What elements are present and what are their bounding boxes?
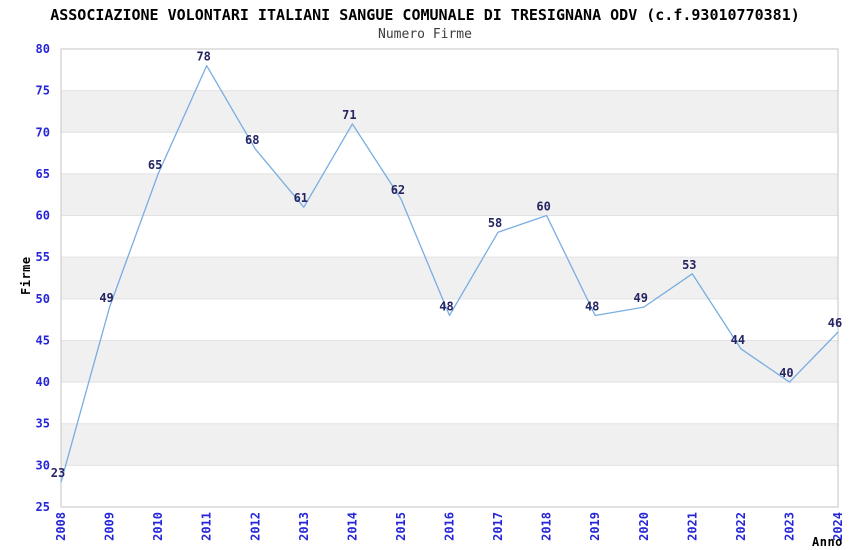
chart-title: ASSOCIAZIONE VOLONTARI ITALIANI SANGUE C… [50, 6, 800, 24]
grid-band [61, 257, 838, 299]
x-tick-label: 2017 [491, 512, 505, 541]
chart-subtitle: Numero Firme [378, 27, 472, 42]
point-label: 49 [99, 291, 113, 305]
grid-band [61, 90, 838, 133]
data-line [60, 65, 839, 483]
x-tick-label: 2016 [443, 512, 457, 541]
point-label: 48 [439, 299, 453, 313]
x-tick-label: 2022 [734, 512, 748, 541]
point-label: 65 [148, 158, 162, 172]
y-tick-label: 25 [36, 500, 50, 514]
point-label: 48 [585, 299, 599, 313]
x-tick-label: 2013 [297, 512, 311, 541]
point-label: 61 [294, 191, 308, 205]
point-label: 60 [536, 200, 550, 214]
y-tick-label: 50 [36, 292, 50, 306]
plot-border [60, 48, 839, 508]
y-axis-title: Firme [19, 256, 33, 295]
x-tick-label: 2015 [394, 512, 408, 541]
grid-band [61, 423, 838, 466]
y-tick-label: 75 [36, 84, 50, 98]
y-tick-label: 45 [36, 333, 50, 347]
point-label: 58 [488, 216, 502, 230]
x-tick-label: 2012 [248, 512, 262, 541]
x-tick-label: 2009 [103, 512, 117, 541]
point-label: 71 [342, 108, 356, 122]
point-label: 68 [245, 133, 259, 147]
x-tick-label: 2008 [54, 512, 68, 541]
y-tick-label: 35 [36, 417, 50, 431]
x-tick-label: 2023 [782, 512, 796, 541]
y-tick-label: 65 [36, 167, 50, 181]
x-tick-label: 2018 [540, 512, 554, 541]
point-label: 44 [731, 333, 745, 347]
x-tick-label: 2020 [637, 512, 651, 541]
point-label: 49 [634, 291, 648, 305]
y-tick-label: 60 [36, 209, 50, 223]
y-tick-label: 80 [36, 42, 50, 56]
x-tick-label: 2019 [588, 512, 602, 541]
x-tick-label: 2010 [151, 512, 165, 541]
x-tick-label: 2011 [200, 512, 214, 541]
point-label: 46 [828, 316, 842, 330]
x-tick-label: 2024 [831, 512, 845, 541]
point-label: 23 [51, 466, 65, 480]
x-axis-title: Anno [812, 535, 843, 549]
y-tick-label: 30 [36, 458, 50, 472]
y-tick-label: 70 [36, 125, 50, 139]
point-label: 40 [779, 366, 793, 380]
point-label: 53 [682, 258, 696, 272]
y-tick-label: 55 [36, 250, 50, 264]
x-tick-label: 2021 [685, 512, 699, 541]
grid-band [61, 173, 838, 216]
x-tick-label: 2014 [345, 512, 359, 541]
point-label: 62 [391, 183, 405, 197]
point-label: 78 [196, 50, 210, 64]
y-tick-label: 40 [36, 375, 50, 389]
grid-band [61, 340, 838, 383]
